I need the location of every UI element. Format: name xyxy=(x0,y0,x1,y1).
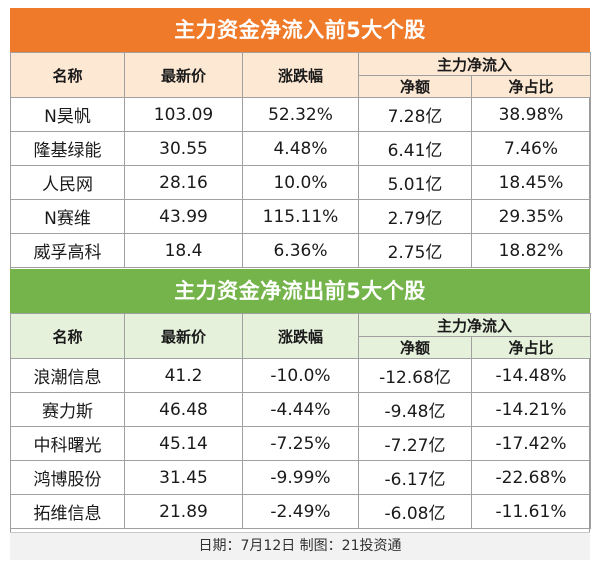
net-ratio: 38.98% xyxy=(470,97,592,132)
net-amount: 6.41亿 xyxy=(358,131,472,166)
net-amount: -6.08亿 xyxy=(358,494,472,529)
stock-change: 10.0% xyxy=(242,165,359,200)
table-row: 中科曙光 45.14 -7.25% -7.27亿 -17.42% xyxy=(10,426,592,461)
net-ratio: -14.48% xyxy=(470,358,592,393)
net-amount: 7.28亿 xyxy=(358,97,472,132)
col-header-name: 名称 xyxy=(10,52,125,98)
col-header-net-ratio: 净占比 xyxy=(470,336,592,359)
net-ratio: -14.21% xyxy=(470,392,592,427)
net-ratio: -17.42% xyxy=(470,426,592,461)
stock-change: -10.0% xyxy=(242,358,359,393)
stock-name: 赛力斯 xyxy=(10,392,125,427)
stock-price: 45.14 xyxy=(124,426,243,461)
net-amount: -9.48亿 xyxy=(358,392,472,427)
net-ratio: 7.46% xyxy=(470,131,592,166)
stock-price: 18.4 xyxy=(124,233,243,268)
stock-change: -7.25% xyxy=(242,426,359,461)
inflow-title: 主力资金净流入前5大个股 xyxy=(10,8,590,52)
stock-price: 28.16 xyxy=(124,165,243,200)
stock-price: 30.55 xyxy=(124,131,243,166)
table-row: 隆基绿能 30.55 4.48% 6.41亿 7.46% xyxy=(10,131,592,166)
stock-name: 隆基绿能 xyxy=(10,131,125,166)
col-header-price: 最新价 xyxy=(124,52,243,98)
table-row: N昊帆 103.09 52.32% 7.28亿 38.98% xyxy=(10,97,592,132)
outflow-title: 主力资金净流出前5大个股 xyxy=(10,269,590,313)
stock-name: 拓维信息 xyxy=(10,494,125,529)
stock-change: 6.36% xyxy=(242,233,359,268)
outflow-table: 名称 最新价 涨跌幅 主力净流入 净额 净占比 浪潮信息 41.2 -10.0%… xyxy=(10,313,592,529)
table-row: N赛维 43.99 115.11% 2.79亿 29.35% xyxy=(10,199,592,234)
net-ratio: 18.82% xyxy=(470,233,592,268)
net-ratio: -22.68% xyxy=(470,460,592,495)
stock-change: 52.32% xyxy=(242,97,359,132)
stock-price: 41.2 xyxy=(124,358,243,393)
col-header-name: 名称 xyxy=(10,313,125,359)
net-amount: -6.17亿 xyxy=(358,460,472,495)
footer-credit: 日期：7月12日 制图：21投资通 xyxy=(10,532,590,560)
stock-price: 31.45 xyxy=(124,460,243,495)
stock-name: 浪潮信息 xyxy=(10,358,125,393)
net-amount: -12.68亿 xyxy=(358,358,472,393)
col-header-net-group: 主力净流入 xyxy=(357,313,592,337)
stock-name: 威孚高科 xyxy=(10,233,125,268)
col-header-change: 涨跌幅 xyxy=(242,313,359,359)
table-row: 拓维信息 21.89 -2.49% -6.08亿 -11.61% xyxy=(10,494,592,529)
stock-name: N昊帆 xyxy=(10,97,125,132)
stock-change: -2.49% xyxy=(242,494,359,529)
stock-name: N赛维 xyxy=(10,199,125,234)
net-amount: 5.01亿 xyxy=(358,165,472,200)
stock-change: 4.48% xyxy=(242,131,359,166)
col-header-change: 涨跌幅 xyxy=(242,52,359,98)
col-header-net-amount: 净额 xyxy=(358,336,472,359)
table-row: 人民网 28.16 10.0% 5.01亿 18.45% xyxy=(10,165,592,200)
stock-price: 103.09 xyxy=(124,97,243,132)
table-row: 浪潮信息 41.2 -10.0% -12.68亿 -14.48% xyxy=(10,358,592,393)
table-row: 赛力斯 46.48 -4.44% -9.48亿 -14.21% xyxy=(10,392,592,427)
stock-name: 中科曙光 xyxy=(10,426,125,461)
net-amount: 2.79亿 xyxy=(358,199,472,234)
stock-price: 21.89 xyxy=(124,494,243,529)
net-ratio: 18.45% xyxy=(470,165,592,200)
stock-name: 鸿博股份 xyxy=(10,460,125,495)
stock-change: 115.11% xyxy=(242,199,359,234)
stock-price: 43.99 xyxy=(124,199,243,234)
stock-price: 46.48 xyxy=(124,392,243,427)
col-header-net-group: 主力净流入 xyxy=(357,52,592,76)
col-header-net-amount: 净额 xyxy=(358,75,472,98)
table-row: 鸿博股份 31.45 -9.99% -6.17亿 -22.68% xyxy=(10,460,592,495)
net-ratio: 29.35% xyxy=(470,199,592,234)
col-header-price: 最新价 xyxy=(124,313,243,359)
stock-change: -9.99% xyxy=(242,460,359,495)
net-ratio: -11.61% xyxy=(470,494,592,529)
stock-change: -4.44% xyxy=(242,392,359,427)
net-amount: 2.75亿 xyxy=(358,233,472,268)
table-row: 威孚高科 18.4 6.36% 2.75亿 18.82% xyxy=(10,233,592,268)
col-header-net-ratio: 净占比 xyxy=(470,75,592,98)
inflow-table: 名称 最新价 涨跌幅 主力净流入 净额 净占比 N昊帆 103.09 52.32… xyxy=(10,52,592,268)
net-amount: -7.27亿 xyxy=(358,426,472,461)
stock-name: 人民网 xyxy=(10,165,125,200)
